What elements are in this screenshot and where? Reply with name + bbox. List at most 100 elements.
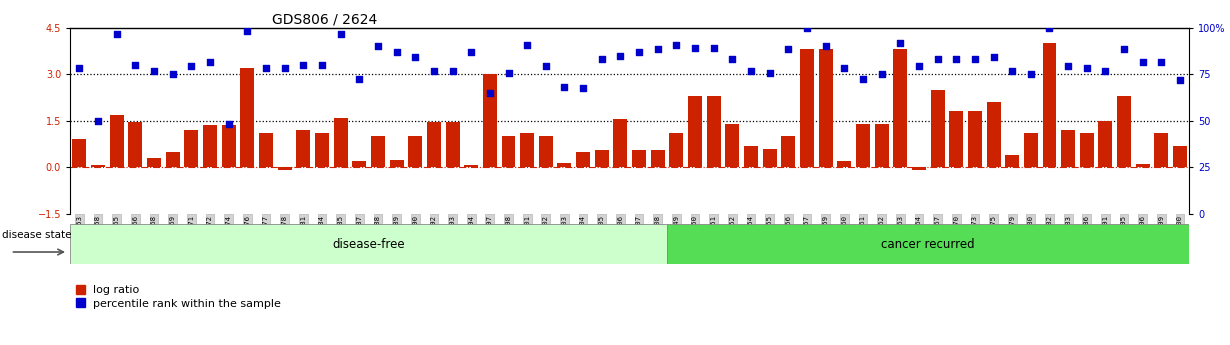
Bar <box>950 111 963 167</box>
Bar <box>781 136 796 167</box>
Point <box>834 65 854 71</box>
Point <box>424 68 444 74</box>
Bar <box>73 139 86 167</box>
Bar <box>520 133 534 167</box>
Point <box>461 50 481 55</box>
Point <box>779 47 798 52</box>
Bar <box>707 96 721 167</box>
Point <box>200 59 220 65</box>
Point <box>162 71 182 77</box>
Bar <box>651 150 664 167</box>
Point <box>742 68 761 74</box>
Bar <box>128 122 143 167</box>
Bar <box>371 136 385 167</box>
Point <box>480 90 499 96</box>
Bar <box>893 49 908 167</box>
Point <box>144 68 164 74</box>
Bar <box>576 152 590 167</box>
Bar <box>669 133 684 167</box>
Point <box>1096 68 1116 74</box>
Point <box>274 65 294 71</box>
Bar <box>632 150 646 167</box>
Bar <box>1023 133 1038 167</box>
Point <box>630 50 649 55</box>
Bar <box>1173 146 1187 167</box>
Point <box>536 63 556 69</box>
Point <box>518 42 538 47</box>
Point <box>909 63 929 69</box>
Bar <box>1117 96 1132 167</box>
Point <box>946 56 966 61</box>
Legend: log ratio, percentile rank within the sample: log ratio, percentile rank within the sa… <box>76 285 282 308</box>
Bar <box>595 150 609 167</box>
Bar <box>1043 43 1057 167</box>
Point <box>984 54 1004 60</box>
Bar <box>856 124 870 167</box>
Point <box>349 76 369 81</box>
Point <box>760 70 780 76</box>
Point <box>294 62 314 68</box>
Point <box>443 68 462 74</box>
Text: disease-free: disease-free <box>332 238 405 250</box>
Bar <box>240 68 255 167</box>
Point <box>797 25 817 30</box>
Bar <box>875 124 888 167</box>
Point <box>1114 47 1134 52</box>
Point <box>685 45 705 50</box>
Point <box>1170 78 1189 83</box>
Point <box>891 40 910 46</box>
Bar <box>968 111 982 167</box>
Bar <box>667 224 1189 264</box>
Bar <box>1098 121 1112 167</box>
Point <box>1133 59 1153 65</box>
Point <box>406 54 426 60</box>
Point <box>704 45 723 50</box>
Bar <box>539 136 552 167</box>
Bar <box>986 102 1000 167</box>
Point <box>592 56 611 61</box>
Bar <box>148 158 161 167</box>
Point <box>331 31 351 37</box>
Bar <box>1080 133 1093 167</box>
Point <box>854 76 873 81</box>
Bar <box>838 161 851 167</box>
Bar <box>800 49 814 167</box>
Point <box>107 31 127 37</box>
Bar <box>819 49 833 167</box>
Point <box>1058 63 1077 69</box>
Bar <box>315 133 328 167</box>
Bar <box>464 165 478 167</box>
Bar <box>1155 133 1168 167</box>
Point <box>312 62 332 68</box>
Bar <box>109 115 124 167</box>
Bar <box>614 119 627 167</box>
Text: cancer recurred: cancer recurred <box>882 238 975 250</box>
Bar <box>408 136 422 167</box>
Bar <box>1135 164 1150 167</box>
Bar <box>184 130 198 167</box>
Point <box>125 62 145 68</box>
Point <box>219 121 239 127</box>
Text: GDS806 / 2624: GDS806 / 2624 <box>272 12 376 27</box>
Point <box>722 56 742 61</box>
Bar <box>427 122 440 167</box>
Bar <box>688 96 702 167</box>
Bar <box>70 224 667 264</box>
Point <box>927 56 947 61</box>
Point <box>648 47 668 52</box>
Text: disease state: disease state <box>2 230 71 240</box>
Point <box>70 65 90 71</box>
Bar <box>91 165 105 167</box>
Bar <box>296 130 310 167</box>
Point <box>555 84 574 89</box>
Bar <box>221 125 236 167</box>
Bar <box>1005 155 1020 167</box>
Point <box>386 50 406 55</box>
Point <box>256 65 276 71</box>
Bar <box>483 74 497 167</box>
Point <box>872 71 892 77</box>
Point <box>610 53 630 58</box>
Bar <box>502 136 515 167</box>
Point <box>815 43 835 49</box>
Point <box>498 70 518 76</box>
